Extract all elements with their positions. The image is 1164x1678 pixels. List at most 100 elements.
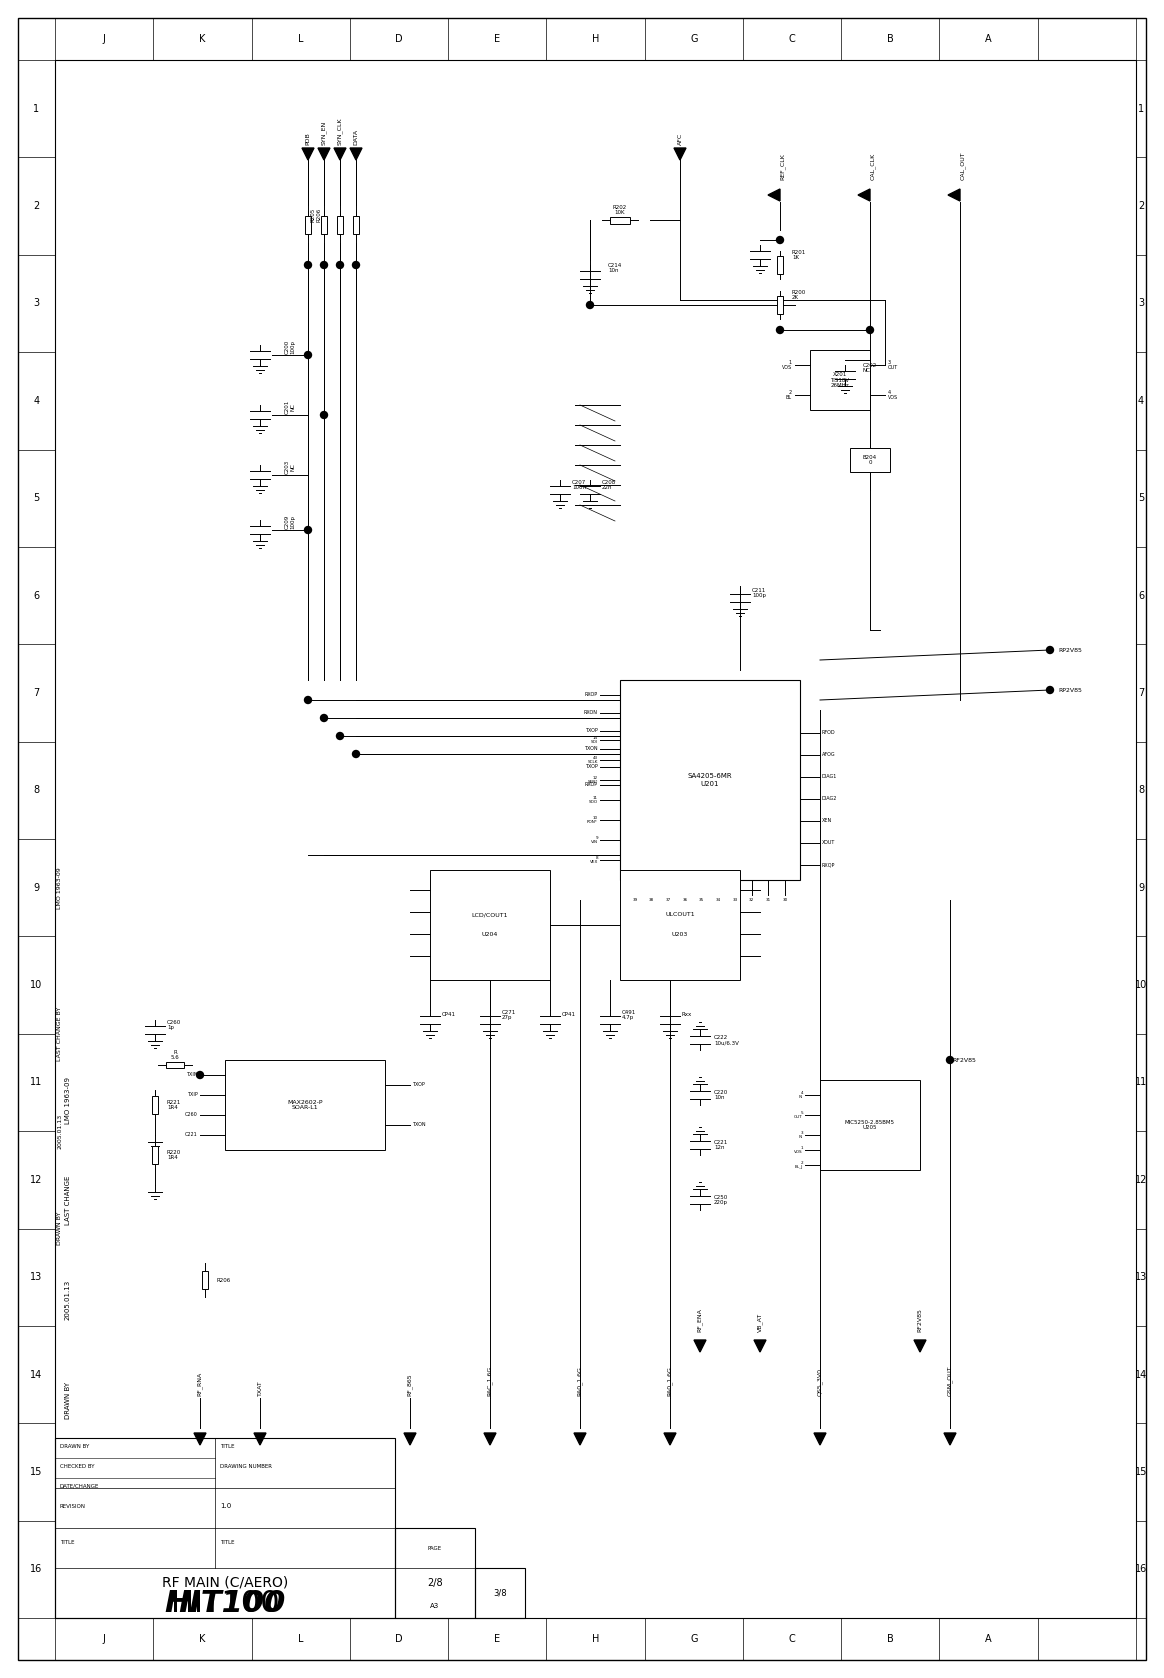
Circle shape	[1046, 646, 1053, 653]
Polygon shape	[914, 1341, 927, 1352]
Text: RXON: RXON	[584, 710, 598, 715]
Text: HIT100: HIT100	[171, 1589, 279, 1618]
Text: 3: 3	[34, 299, 40, 309]
Text: L: L	[298, 34, 304, 44]
Polygon shape	[814, 1433, 826, 1445]
Text: 12
SEN*: 12 SEN*	[588, 775, 598, 784]
Text: 7: 7	[1138, 688, 1144, 698]
Text: 33: 33	[732, 898, 738, 903]
Text: QS5_3V0: QS5_3V0	[817, 1368, 823, 1396]
Text: DRAWN BY: DRAWN BY	[57, 1212, 63, 1245]
Bar	[321, 216, 327, 233]
Text: 15: 15	[1135, 1467, 1148, 1477]
Text: D: D	[395, 34, 403, 44]
Text: 2/8: 2/8	[427, 1577, 442, 1587]
Text: C208
22n: C208 22n	[602, 480, 616, 490]
Text: C271
27p: C271 27p	[502, 1010, 517, 1020]
Text: RF_865: RF_865	[407, 1373, 413, 1396]
Text: J: J	[102, 1634, 106, 1644]
Text: VB_AT: VB_AT	[757, 1312, 762, 1332]
Text: 1: 1	[1138, 104, 1144, 114]
Text: 2: 2	[34, 201, 40, 211]
Text: LMO 1963-09: LMO 1963-09	[65, 1077, 71, 1124]
Text: 5: 5	[34, 493, 40, 503]
Bar	[338, 216, 343, 233]
Text: RF_ENA: RF_ENA	[697, 1309, 703, 1332]
Text: CP41: CP41	[562, 1012, 576, 1017]
Text: 3/8: 3/8	[494, 1589, 506, 1597]
Text: B: B	[887, 1634, 894, 1644]
Text: C221: C221	[185, 1133, 198, 1138]
Text: LAST CHANGE: LAST CHANGE	[65, 1175, 71, 1225]
Text: LMO 1963-09: LMO 1963-09	[57, 868, 63, 908]
Text: RXQP: RXQP	[822, 862, 836, 868]
Text: C207
100n: C207 100n	[572, 480, 587, 490]
Polygon shape	[663, 1433, 676, 1445]
Text: R206: R206	[217, 1277, 232, 1282]
Text: R
5.6: R 5.6	[171, 1050, 179, 1060]
Text: LCD/COUT1: LCD/COUT1	[471, 913, 509, 918]
Text: REVISION: REVISION	[61, 1503, 86, 1509]
Text: SYN_EN: SYN_EN	[321, 121, 327, 144]
Polygon shape	[334, 148, 346, 159]
Text: C250
220p: C250 220p	[714, 1195, 729, 1205]
Circle shape	[305, 351, 312, 359]
Text: TITLE: TITLE	[220, 1540, 234, 1545]
Text: C201
NC: C201 NC	[285, 399, 296, 414]
Text: RFOD: RFOD	[822, 730, 836, 735]
Bar	[819, 1081, 920, 1170]
Circle shape	[776, 327, 783, 334]
Text: 15: 15	[30, 1467, 43, 1477]
Circle shape	[1046, 686, 1053, 693]
Circle shape	[776, 237, 783, 243]
Text: RAC_1.6G: RAC_1.6G	[488, 1366, 492, 1396]
Text: K: K	[199, 34, 206, 44]
Text: C202
NC: C202 NC	[863, 362, 878, 374]
Text: RA0_1.6G: RA0_1.6G	[667, 1366, 673, 1396]
Circle shape	[353, 750, 360, 757]
Polygon shape	[574, 1433, 585, 1445]
Text: 3
IN: 3 IN	[799, 1131, 803, 1139]
Text: 9: 9	[1138, 883, 1144, 893]
Circle shape	[336, 262, 343, 268]
Polygon shape	[254, 1433, 267, 1445]
Bar	[778, 295, 783, 314]
Circle shape	[353, 262, 360, 268]
Bar	[810, 351, 870, 409]
Text: A: A	[985, 1634, 992, 1644]
Text: REF_CLK: REF_CLK	[780, 153, 786, 180]
Bar	[353, 216, 359, 233]
Text: 14: 14	[1135, 1369, 1148, 1379]
Text: 2: 2	[1138, 201, 1144, 211]
Text: TXIN: TXIN	[186, 1072, 198, 1077]
Text: 4: 4	[1138, 396, 1144, 406]
Text: E: E	[495, 1634, 501, 1644]
Text: 2
BL_J: 2 BL_J	[795, 1161, 803, 1170]
Text: C220
10n: C220 10n	[714, 1089, 729, 1101]
Polygon shape	[350, 148, 362, 159]
Text: U203: U203	[672, 933, 688, 938]
Text: 38: 38	[650, 898, 654, 903]
Text: TXON: TXON	[584, 747, 598, 752]
Text: R202
10K: R202 10K	[613, 205, 627, 215]
Text: D: D	[395, 1634, 403, 1644]
Text: C260: C260	[185, 1113, 198, 1118]
Polygon shape	[301, 148, 314, 159]
Text: DIAG2: DIAG2	[822, 797, 837, 802]
Polygon shape	[404, 1433, 416, 1445]
Text: 3: 3	[1138, 299, 1144, 309]
Circle shape	[866, 327, 873, 334]
Text: 14: 14	[30, 1369, 43, 1379]
Text: R200
2K: R200 2K	[792, 290, 807, 300]
Text: 4
VOS: 4 VOS	[888, 389, 899, 401]
Text: R220
1R4: R220 1R4	[166, 1149, 182, 1161]
Text: 10: 10	[30, 980, 43, 990]
Polygon shape	[318, 148, 331, 159]
Text: RF MAIN (C/AERO): RF MAIN (C/AERO)	[162, 1576, 289, 1591]
Text: K: K	[199, 1634, 206, 1644]
Text: A: A	[985, 34, 992, 44]
Text: 1.0: 1.0	[220, 1503, 232, 1509]
Polygon shape	[754, 1341, 766, 1352]
Circle shape	[305, 527, 312, 534]
Text: 8: 8	[34, 785, 40, 795]
